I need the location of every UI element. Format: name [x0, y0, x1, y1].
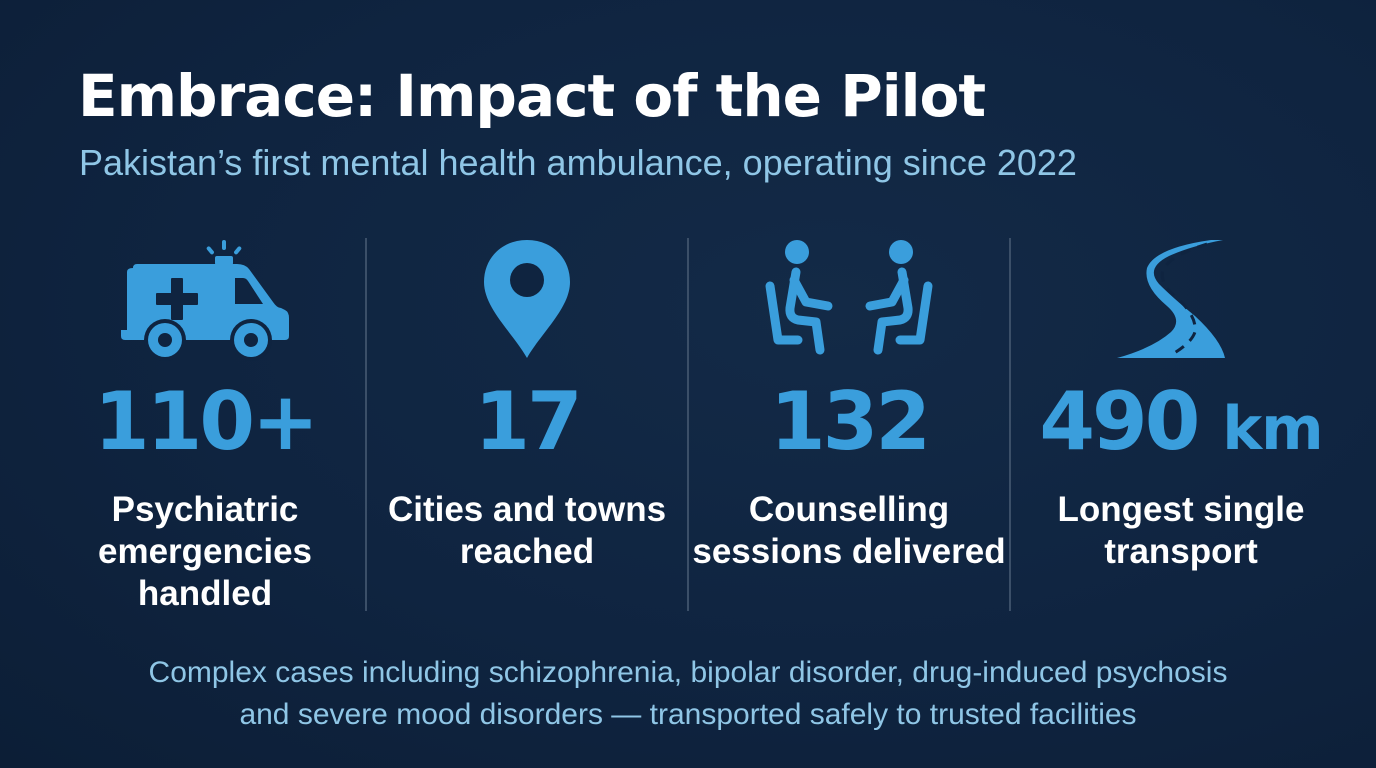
footer-note: Complex cases including schizophrenia, b…	[0, 652, 1376, 736]
page-subtitle: Pakistan’s first mental health ambulance…	[79, 142, 1077, 183]
divider	[687, 238, 689, 611]
stat-value: 132	[770, 375, 931, 468]
location-pin-icon	[484, 240, 570, 358]
stat-label: Psychiatric emergencies handled	[97, 490, 313, 613]
stat-unit: km	[1222, 394, 1323, 464]
stats-row: 110+ Psychiatric emergencies handled 17 …	[45, 236, 1365, 614]
footer-line: Complex cases including schizophrenia, b…	[148, 656, 1228, 689]
divider	[1009, 238, 1011, 611]
page-title: Embrace: Impact of the Pilot	[78, 62, 986, 130]
footer-line: and severe mood disorders — transported …	[239, 698, 1137, 731]
stat-counselling: 132 Counselling sessions delivered	[689, 236, 1009, 614]
stat-value: 490 km	[1039, 375, 1323, 468]
ambulance-icon	[121, 240, 289, 361]
stat-label: Counselling sessions delivered	[692, 490, 1006, 571]
counselling-icon	[765, 240, 933, 355]
stat-label: Longest single transport	[1057, 490, 1305, 571]
stat-value: 17	[474, 375, 582, 468]
stat-transport: 490 km Longest single transport	[1011, 236, 1351, 614]
stat-cities: 17 Cities and towns reached	[367, 236, 687, 614]
stat-emergencies: 110+ Psychiatric emergencies handled	[45, 236, 365, 614]
stat-label: Cities and towns reached	[387, 490, 667, 571]
road-icon	[1117, 240, 1225, 358]
divider	[365, 238, 367, 611]
stat-value: 110+	[93, 375, 319, 468]
